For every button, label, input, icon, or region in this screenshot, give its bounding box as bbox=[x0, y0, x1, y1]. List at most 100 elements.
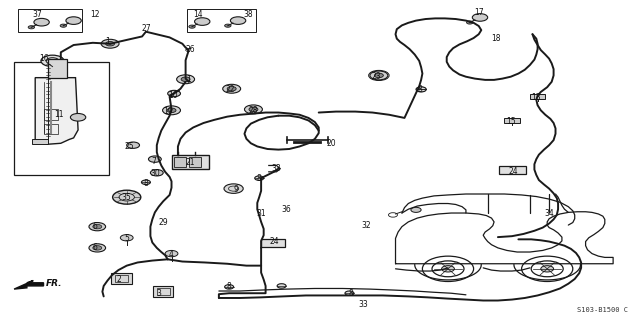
Circle shape bbox=[150, 170, 163, 176]
Text: 7: 7 bbox=[151, 157, 156, 165]
Text: 29: 29 bbox=[158, 218, 168, 227]
Circle shape bbox=[230, 17, 246, 24]
Circle shape bbox=[227, 87, 236, 91]
Text: 36: 36 bbox=[282, 205, 292, 214]
Circle shape bbox=[89, 223, 106, 231]
Circle shape bbox=[225, 24, 231, 27]
Circle shape bbox=[101, 39, 119, 48]
Circle shape bbox=[472, 14, 488, 21]
Bar bbox=[153, 286, 173, 297]
Bar bbox=[48, 59, 67, 78]
Text: 20: 20 bbox=[326, 139, 337, 148]
Bar bbox=[530, 94, 545, 99]
Circle shape bbox=[277, 284, 286, 288]
Circle shape bbox=[181, 77, 190, 81]
Text: 22: 22 bbox=[226, 85, 235, 94]
Polygon shape bbox=[35, 78, 78, 144]
Circle shape bbox=[374, 73, 383, 78]
Text: 13: 13 bbox=[531, 93, 541, 102]
Text: 37: 37 bbox=[32, 10, 42, 19]
Text: 17: 17 bbox=[474, 8, 484, 17]
Circle shape bbox=[167, 108, 176, 113]
Text: 6: 6 bbox=[92, 222, 97, 231]
Circle shape bbox=[416, 87, 426, 92]
Text: 32: 32 bbox=[361, 221, 371, 230]
Text: 28: 28 bbox=[248, 106, 257, 115]
Circle shape bbox=[224, 184, 243, 193]
Circle shape bbox=[93, 246, 102, 250]
Circle shape bbox=[148, 156, 161, 162]
Text: 12: 12 bbox=[90, 10, 99, 19]
Text: 14: 14 bbox=[193, 10, 204, 19]
Circle shape bbox=[28, 26, 35, 29]
Circle shape bbox=[442, 266, 454, 272]
Text: 25: 25 bbox=[124, 142, 134, 151]
Text: 1: 1 bbox=[105, 37, 110, 46]
Circle shape bbox=[120, 235, 133, 241]
Circle shape bbox=[141, 180, 150, 184]
Text: S103-B1500 C: S103-B1500 C bbox=[577, 307, 628, 313]
Text: 3: 3 bbox=[156, 289, 161, 298]
Text: 34: 34 bbox=[544, 209, 554, 217]
Circle shape bbox=[93, 224, 102, 229]
Circle shape bbox=[168, 90, 180, 97]
Bar bbox=[44, 109, 58, 120]
Text: 2: 2 bbox=[116, 275, 121, 284]
Bar bbox=[504, 118, 520, 123]
Circle shape bbox=[163, 106, 180, 115]
Circle shape bbox=[66, 17, 81, 24]
Circle shape bbox=[417, 87, 426, 92]
Text: 8: 8 bbox=[227, 282, 232, 291]
Text: 33: 33 bbox=[271, 164, 282, 173]
Text: 33: 33 bbox=[358, 301, 369, 309]
Text: 38: 38 bbox=[243, 10, 253, 19]
Circle shape bbox=[89, 244, 106, 252]
Bar bbox=[499, 166, 526, 174]
Circle shape bbox=[113, 190, 141, 204]
Text: 15: 15 bbox=[506, 117, 516, 126]
Bar bbox=[172, 155, 209, 169]
Circle shape bbox=[541, 266, 554, 272]
Bar bbox=[189, 157, 201, 167]
Bar bbox=[174, 157, 186, 167]
Text: 26: 26 bbox=[186, 45, 196, 54]
Circle shape bbox=[467, 21, 473, 24]
Text: FR.: FR. bbox=[46, 279, 63, 288]
Circle shape bbox=[225, 285, 234, 289]
Circle shape bbox=[177, 75, 195, 84]
Text: 4: 4 bbox=[169, 250, 174, 259]
Text: 9: 9 bbox=[233, 185, 238, 194]
Text: 27: 27 bbox=[141, 24, 151, 33]
Circle shape bbox=[189, 25, 195, 28]
Text: 10: 10 bbox=[168, 91, 178, 100]
Circle shape bbox=[60, 24, 67, 27]
Circle shape bbox=[244, 105, 262, 114]
Circle shape bbox=[345, 291, 354, 295]
Bar bbox=[115, 275, 128, 282]
Text: 8: 8 bbox=[143, 179, 148, 188]
Bar bbox=[187, 9, 256, 32]
Circle shape bbox=[34, 18, 49, 26]
Text: 16: 16 bbox=[38, 54, 49, 63]
Text: 19: 19 bbox=[163, 107, 173, 116]
Text: 30: 30 bbox=[150, 169, 160, 178]
Circle shape bbox=[70, 113, 86, 121]
Text: 6: 6 bbox=[92, 243, 97, 252]
Text: 8: 8 bbox=[417, 85, 422, 94]
Circle shape bbox=[255, 176, 264, 180]
Circle shape bbox=[106, 42, 115, 46]
Text: 35: 35 bbox=[122, 193, 132, 202]
Circle shape bbox=[411, 207, 421, 212]
Bar bbox=[44, 124, 58, 134]
Text: 5: 5 bbox=[124, 234, 129, 243]
Bar bbox=[111, 273, 132, 284]
Text: 24: 24 bbox=[269, 237, 279, 246]
Text: 1: 1 bbox=[186, 75, 191, 84]
Text: 11: 11 bbox=[54, 110, 63, 119]
Text: 8: 8 bbox=[348, 289, 353, 298]
Bar bbox=[157, 288, 170, 295]
Bar bbox=[14, 62, 109, 175]
Polygon shape bbox=[14, 281, 44, 289]
Text: 18: 18 bbox=[492, 34, 500, 42]
Text: 31: 31 bbox=[256, 210, 266, 218]
